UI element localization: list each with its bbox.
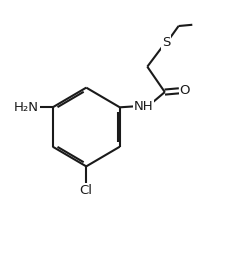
Text: S: S (162, 36, 170, 49)
Text: Cl: Cl (80, 184, 93, 197)
Text: O: O (180, 84, 190, 97)
Text: NH: NH (134, 100, 153, 113)
Text: H₂N: H₂N (14, 101, 39, 114)
